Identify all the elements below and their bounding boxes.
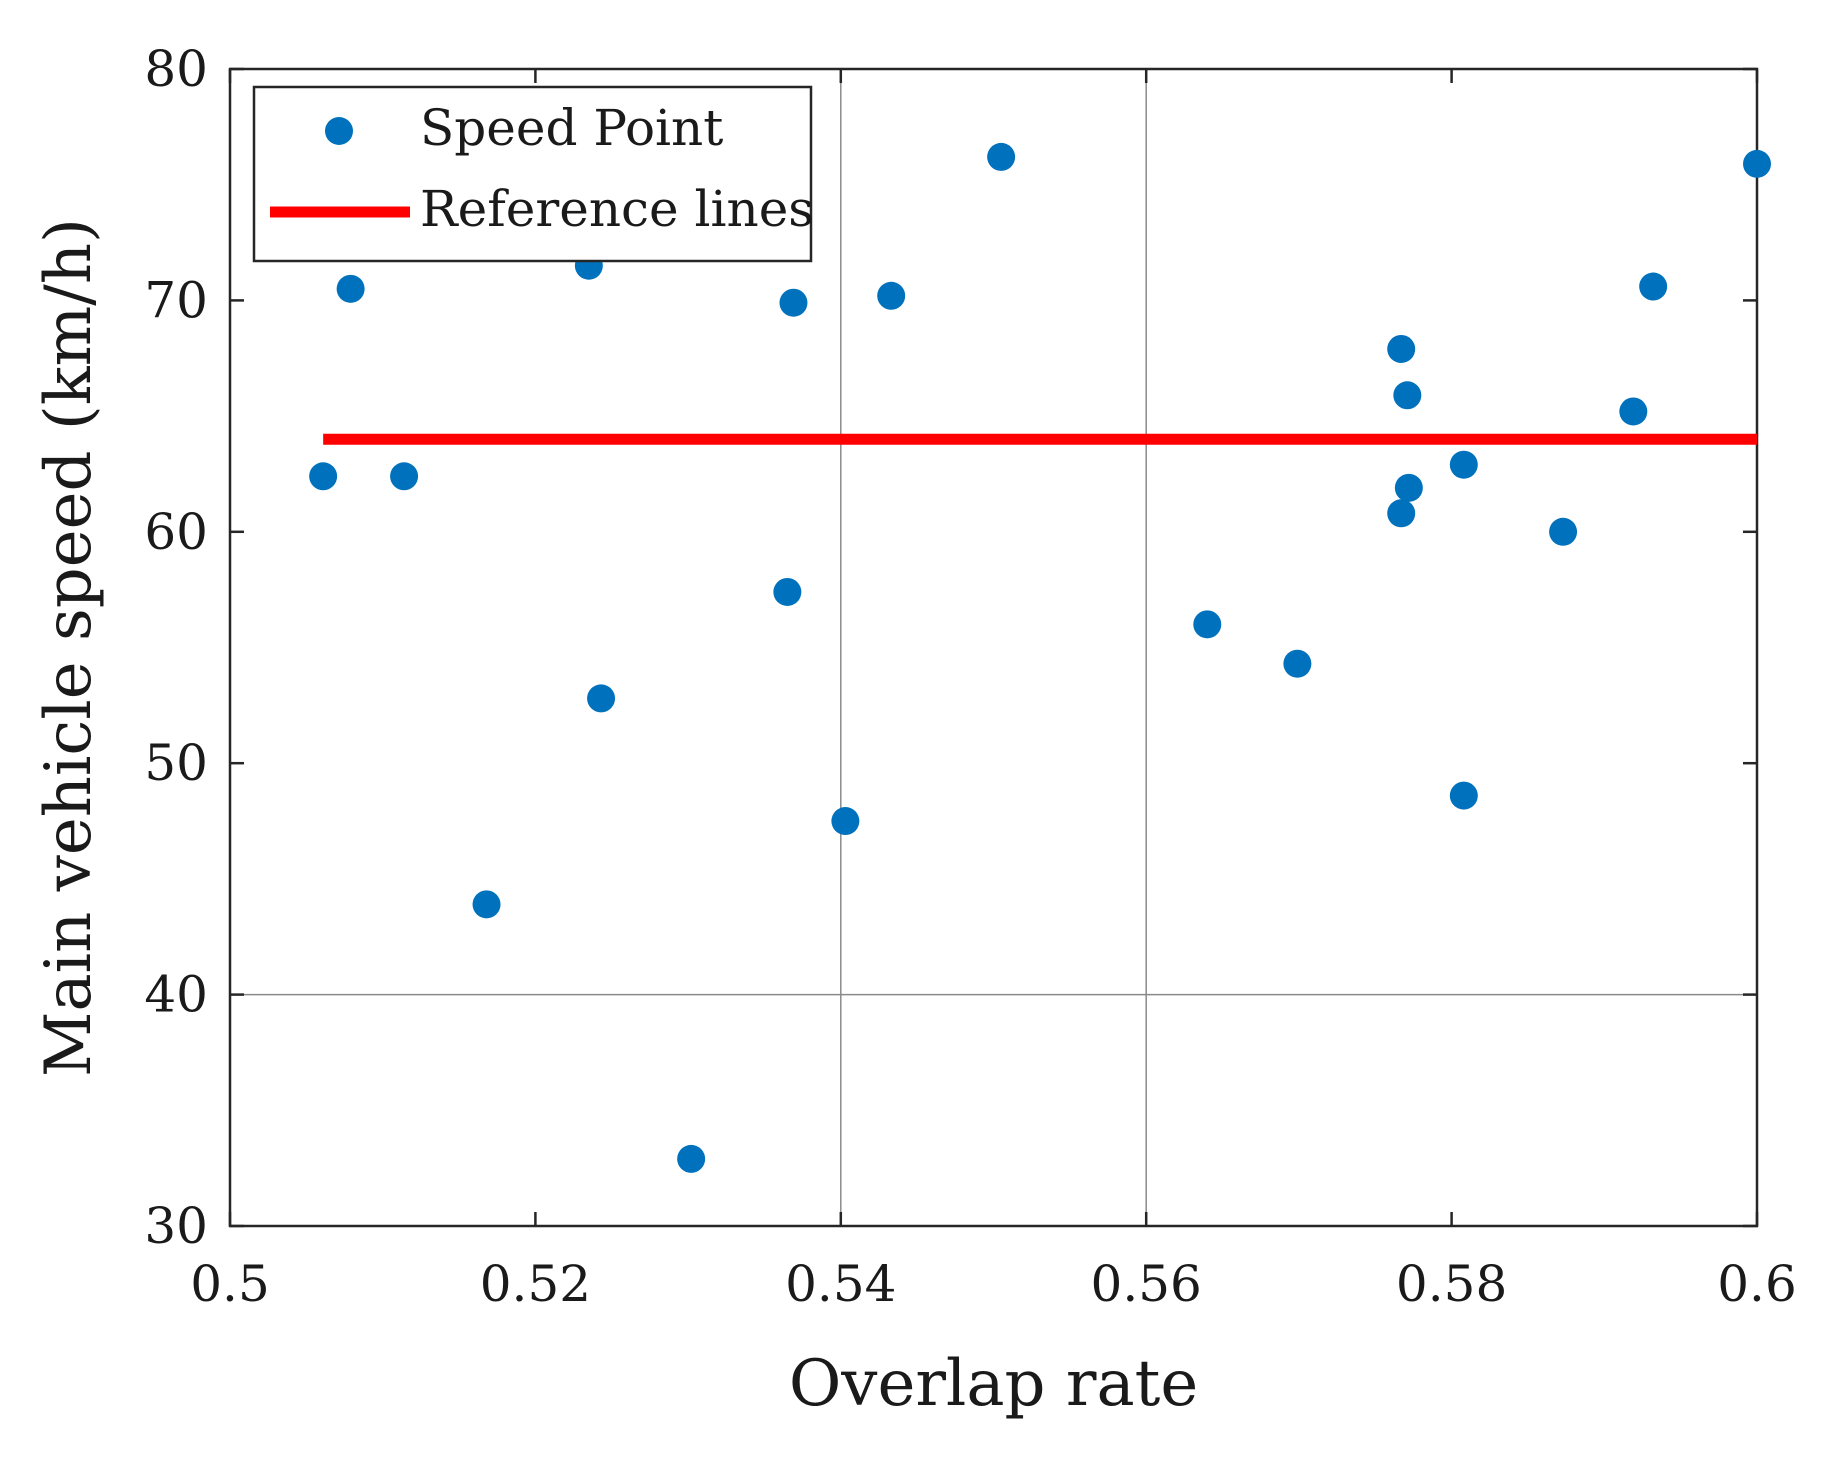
y-tick-labels: 30 40 50 60 70 80 xyxy=(144,40,208,1255)
speed-point xyxy=(677,1144,706,1173)
x-tick-labels: 0.5 0.52 0.54 0.56 0.58 0.6 xyxy=(190,1255,1797,1313)
x-tick-label: 0.54 xyxy=(785,1255,896,1313)
speed-point xyxy=(1743,149,1771,178)
y-axis-title: Main vehicle speed (km/h) xyxy=(32,218,106,1077)
y-tick-label: 30 xyxy=(144,1197,208,1255)
legend-box xyxy=(252,85,813,263)
speed-point xyxy=(1619,397,1648,426)
legend-label-reference-lines: Reference lines xyxy=(420,180,814,238)
speed-point xyxy=(1387,334,1416,363)
legend-label-speed-point: Speed Point xyxy=(420,99,723,157)
plot-frame xyxy=(228,67,1759,1228)
speed-point xyxy=(1283,649,1312,678)
axis-ticks xyxy=(228,67,1759,1228)
speed-point xyxy=(987,142,1016,171)
speed-point xyxy=(309,462,338,491)
legend-marker-speed-point xyxy=(325,117,353,145)
y-tick-label: 50 xyxy=(144,734,208,792)
speed-point xyxy=(1549,517,1578,546)
speed-point xyxy=(1449,781,1478,810)
speed-point xyxy=(877,281,906,310)
y-tick-label: 60 xyxy=(144,503,208,561)
legend: Speed Point Reference lines xyxy=(252,85,814,263)
speed-point xyxy=(472,890,501,919)
speed-point xyxy=(1393,381,1422,410)
grid-lines xyxy=(230,69,1757,1226)
x-axis-title: Overlap rate xyxy=(789,1347,1198,1421)
y-tick-label: 80 xyxy=(144,40,208,98)
speed-point xyxy=(1387,499,1416,528)
speed-point xyxy=(587,684,616,713)
speed-point xyxy=(390,462,419,491)
speed-point xyxy=(831,807,860,836)
speed-point xyxy=(1193,610,1222,639)
y-tick-label: 40 xyxy=(144,966,208,1024)
speed-point xyxy=(779,288,808,317)
x-tick-label: 0.58 xyxy=(1396,1255,1507,1313)
x-tick-label: 0.56 xyxy=(1091,1255,1202,1313)
x-tick-label: 0.6 xyxy=(1717,1255,1797,1313)
speed-point xyxy=(1394,473,1423,502)
speed-point xyxy=(1449,450,1478,479)
speed-point xyxy=(336,274,365,303)
speed-point xyxy=(1639,272,1668,301)
speed-point xyxy=(773,577,802,606)
y-tick-label: 70 xyxy=(144,271,208,329)
x-tick-label: 0.52 xyxy=(480,1255,591,1313)
x-tick-label: 0.5 xyxy=(190,1255,270,1313)
series-layer xyxy=(309,142,1771,1173)
